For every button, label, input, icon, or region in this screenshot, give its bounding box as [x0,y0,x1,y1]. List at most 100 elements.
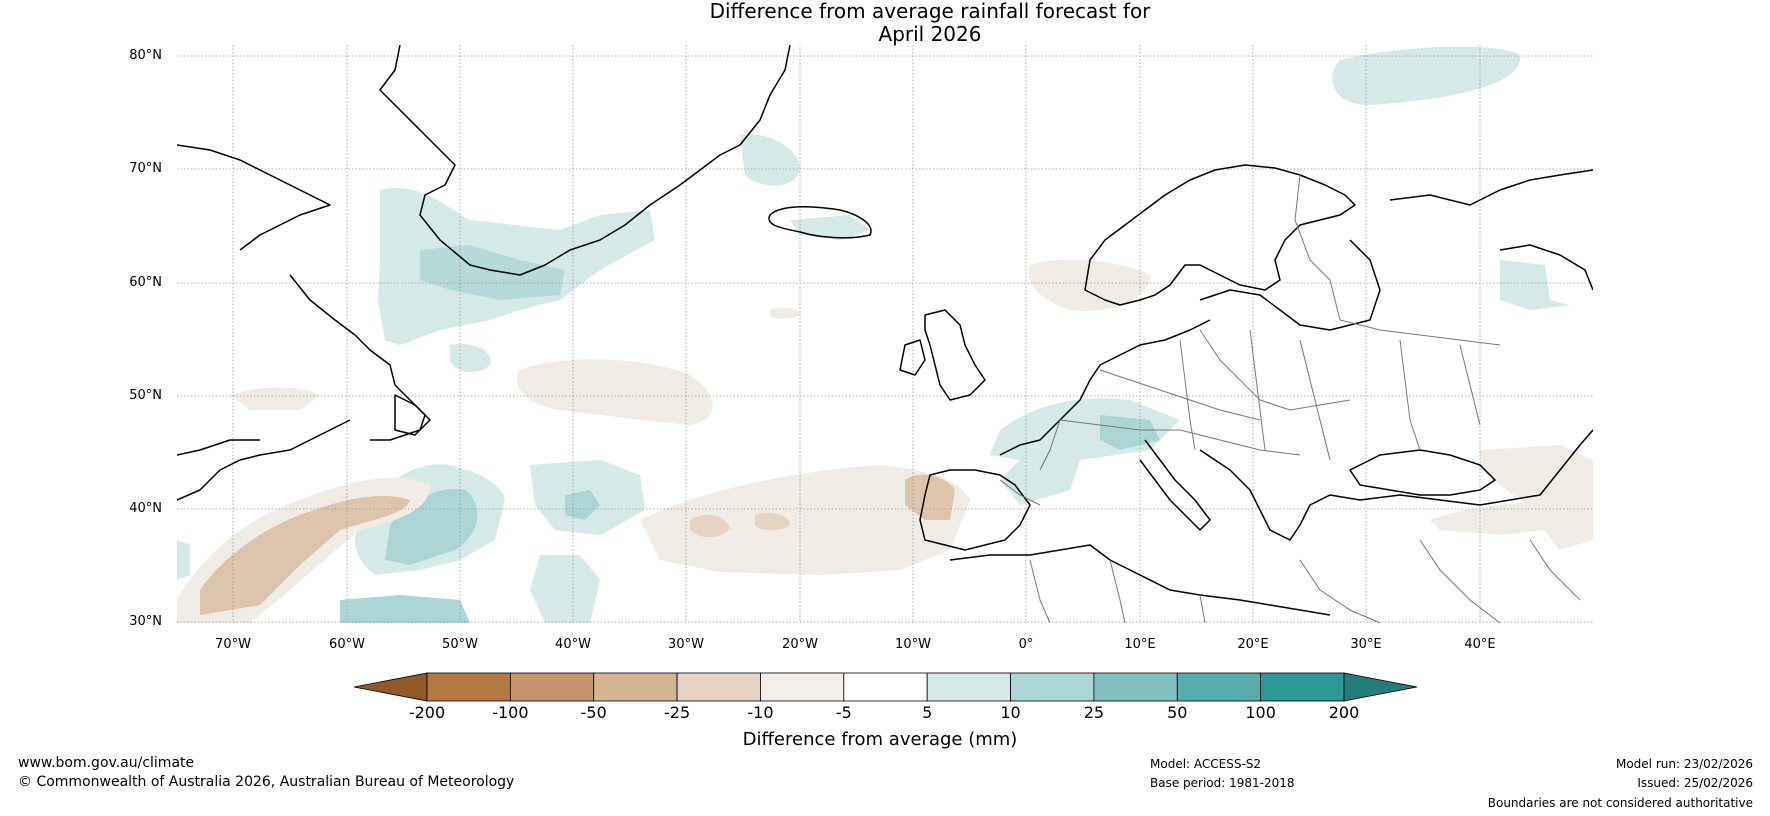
lon-label-30w: 30°W [668,637,704,652]
lon-label-10e: 10°E [1124,637,1156,652]
lat-label-50n: 50°N [129,388,162,403]
dry-anomaly-north-atlantic [516,359,713,425]
colorbar-segment [1093,672,1178,702]
coast-balkans-greece [1199,429,1593,541]
colorbar-tick-label: -100 [492,703,529,722]
colorbar-segment [509,672,595,702]
colorbar-tick-label: 50 [1167,703,1188,722]
colorbar-segment [760,672,845,702]
colorbar-segment [1010,672,1095,702]
coast-black-sea [1349,449,1496,496]
rainfall-map [177,45,1593,623]
colorbar-extend-high [1343,672,1418,702]
colorbar-tick-label: 100 [1245,703,1276,722]
dry-anomaly-portugal [905,474,955,520]
chart-title: Difference from average rainfall forecas… [0,0,1770,46]
lon-label-10w: 10°W [895,637,931,652]
dry-anomaly-east-atlantic [640,465,970,575]
colorbar-tick-label: -200 [408,703,446,722]
title-line-2: April 2026 [878,22,982,46]
colorbar-segment [1260,672,1345,702]
lon-label-50w: 50°W [442,637,478,652]
lon-label-20e: 20°E [1237,637,1269,652]
colorbar-segment [593,672,678,702]
model-run-date: Model run: 23/02/2026 [1615,757,1753,771]
lat-label-60n: 60°N [129,275,162,290]
coast-norway [1084,164,1356,306]
colorbar-tick-label: 5 [922,703,933,722]
dry-anomaly-caspian [1480,445,1593,550]
dry-anomaly-iceland-south [770,307,800,319]
colorbar-segment [676,672,761,702]
wet-anomaly-svalbard [1332,46,1521,105]
coast-newfoundland [394,394,431,436]
wet-anomaly-greenland-east [740,134,800,186]
colorbar-segment [426,672,511,702]
lon-label-40e: 40°E [1464,637,1496,652]
colorbar-tick-label: -5 [835,703,852,722]
wet-anomaly-iceland [790,215,870,240]
lon-label-30e: 30°E [1350,637,1382,652]
dry-anomaly-small [690,514,730,538]
wet-anomaly-mid-atlantic-core [565,490,600,520]
coast-italy [1139,439,1211,531]
colorbar-segment [1176,672,1262,702]
coast-baltic [1199,239,1381,331]
coast-us-east [177,419,351,501]
coast-gulf [177,439,260,456]
coast-labrador [289,274,426,441]
colorbar-tick-label: -10 [747,703,774,722]
dry-anomaly-turkey [1430,500,1545,535]
colorbar-extend-low [353,672,428,702]
colorbar-tick-label: 25 [1083,703,1105,722]
coast-canada-arctic [177,144,331,251]
dry-anomaly-norway [1029,259,1150,311]
lon-label-0: 0° [1018,637,1034,652]
coast-britain [924,309,986,401]
colorbar-segment [926,672,1011,702]
lat-label-40n: 40°N [129,501,162,516]
colorbar-tick-label: 200 [1328,703,1360,722]
copyright-notice: © Commonwealth of Australia 2026, Austra… [18,774,515,790]
lon-label-20w: 20°W [782,637,818,652]
colorbar-tick-label: 10 [1000,703,1021,722]
country-borders [999,174,1581,623]
coast-novaya-zemlya-side [1499,244,1593,291]
wet-anomaly-south-atlantic [340,595,470,623]
coast-greenland-west [379,45,791,276]
colorbar-label: Difference from average (mm) [742,729,1018,750]
coast-ireland [899,339,926,376]
website-url[interactable]: www.bom.gov.au/climate [18,755,195,771]
colorbar-segment [843,672,928,702]
colorbar-tick-label: -50 [580,703,607,722]
lat-label-30n: 30°N [129,614,162,629]
dry-anomaly-north-america [230,387,320,410]
graticule [177,45,1593,623]
wet-anomaly-alps-core [1100,415,1160,450]
lon-label-60w: 60°W [329,637,365,652]
coast-north-africa [949,544,1331,616]
wet-anomaly-newfoundland-south [450,343,491,372]
wet-anomaly-irminger [420,245,565,300]
base-period: Base period: 1981-2018 [1150,776,1295,790]
wet-anomaly-russia [1500,260,1570,310]
coast-iberia [919,469,1031,551]
issued-date: Issued: 25/02/2026 [1637,776,1753,790]
coast-russia-arctic [1389,169,1593,206]
anomaly-shading [177,46,1593,623]
lat-label-70n: 70°N [129,161,162,176]
coast-europe-west [999,319,1211,456]
lon-label-40w: 40°W [555,637,591,652]
coast-iceland [768,205,872,239]
dry-anomaly-small-2 [755,513,790,531]
colorbar-tick-label: -25 [664,703,691,722]
boundaries-disclaimer: Boundaries are not considered authoritat… [1487,796,1753,810]
coastlines [177,45,1593,616]
title-line-1: Difference from average rainfall forecas… [709,0,1151,23]
lon-label-70w: 70°W [215,637,251,652]
wet-anomaly-south-mid [530,555,600,623]
wet-anomaly-far-left [177,540,190,580]
model-name: Model: ACCESS-S2 [1150,757,1262,771]
dry-anomaly-atlantic-west-core [200,495,410,615]
lat-label-80n: 80°N [129,48,162,63]
